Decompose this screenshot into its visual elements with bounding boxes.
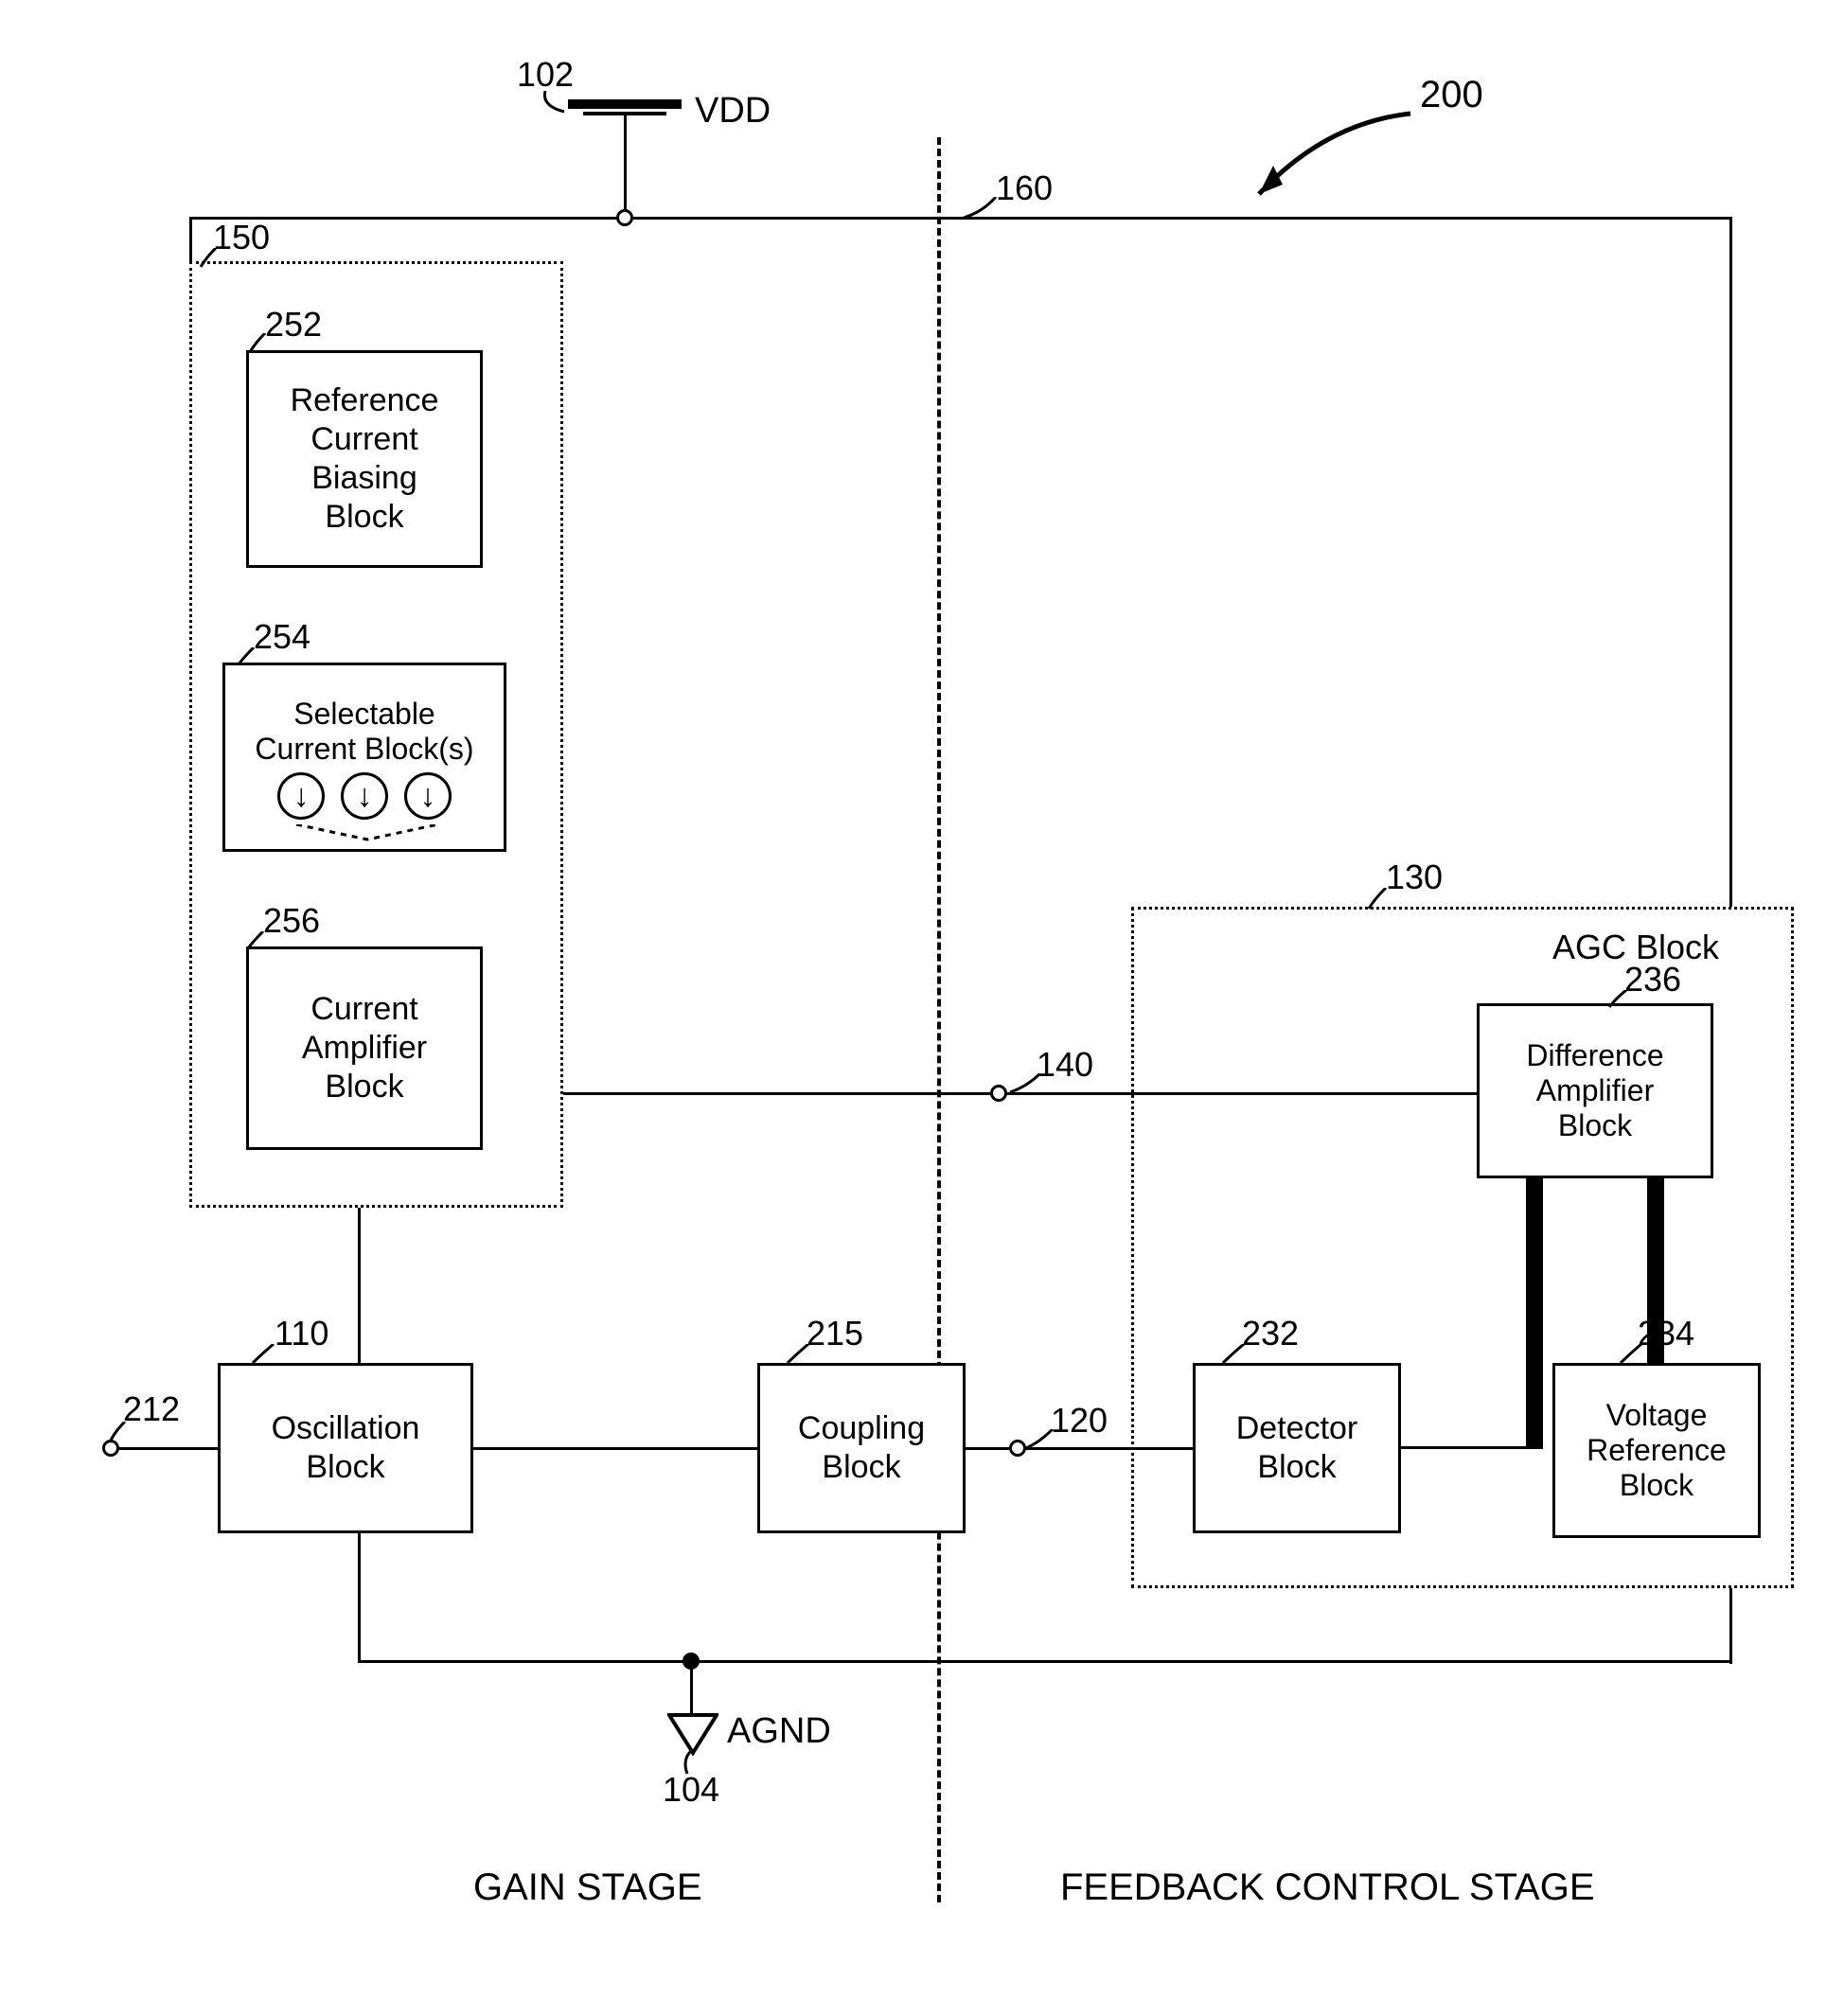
diffamp-to-detector xyxy=(1526,1178,1543,1449)
vdd-stem xyxy=(624,112,627,218)
rail-120-label: 120 xyxy=(1051,1401,1108,1441)
vdd-text-label: VDD xyxy=(695,91,771,132)
vref-block: Voltage Reference Block xyxy=(1552,1363,1761,1538)
vref-text: Voltage Reference Block xyxy=(1587,1398,1727,1502)
current-icons-row: ↓ ↓ ↓ xyxy=(274,772,455,820)
diff-amp-text: Difference Amplifier Block xyxy=(1526,1038,1663,1142)
ground-right-up xyxy=(1729,1588,1732,1664)
ground-rail xyxy=(358,1660,1732,1663)
agnd-text: AGND xyxy=(727,1711,831,1752)
detector-block: Detector Block xyxy=(1193,1363,1401,1533)
ref-bias-block: Reference Current Biasing Block xyxy=(246,350,483,568)
ref-bias-text: Reference Current Biasing Block xyxy=(291,381,439,536)
node-140 xyxy=(990,1085,1007,1102)
sel-curr-text: Selectable Current Block(s) xyxy=(255,697,473,767)
oscillation-text: Oscillation Block xyxy=(272,1409,420,1487)
oscillation-block: Oscillation Block xyxy=(218,1363,473,1533)
osc-left-stub xyxy=(117,1447,218,1450)
gain-stage-label: GAIN STAGE xyxy=(473,1866,702,1909)
current-source-icon: ↓ xyxy=(404,772,452,820)
coupling-block: Coupling Block xyxy=(757,1363,966,1533)
figure-ref-label: 200 xyxy=(1420,74,1483,116)
diffamp-to-detector-h xyxy=(1401,1446,1543,1449)
curr-amp-text: Current Amplifier Block xyxy=(302,990,427,1105)
current-source-icon: ↓ xyxy=(277,772,325,820)
feedback-stage-label: FEEDBACK CONTROL STAGE xyxy=(1060,1866,1595,1909)
vdd-num-label: 102 xyxy=(517,55,574,95)
curr-amp-block: Current Amplifier Block xyxy=(246,946,483,1150)
detector-text: Detector Block xyxy=(1236,1409,1358,1487)
agnd-stem xyxy=(690,1663,693,1715)
current-junction-icon xyxy=(277,824,457,843)
coupling-text: Coupling Block xyxy=(798,1409,925,1487)
rail-140-label: 140 xyxy=(1037,1045,1093,1085)
center-divider xyxy=(937,137,941,1902)
diagram-canvas: 102 VDD 200 160 150 Reference Current Bi… xyxy=(0,0,1844,2016)
diffamp-to-vref xyxy=(1647,1178,1664,1363)
gain-box-to-toprail xyxy=(189,217,192,264)
gainbox-to-osc xyxy=(358,1208,361,1363)
sel-curr-block: Selectable Current Block(s) ↓ ↓ ↓ xyxy=(222,663,506,852)
osc-to-ground xyxy=(358,1533,361,1663)
osc-to-coupling xyxy=(473,1447,757,1450)
diff-amp-block: Difference Amplifier Block xyxy=(1477,1003,1713,1178)
current-source-icon: ↓ xyxy=(341,772,388,820)
vdd-bar xyxy=(568,99,682,109)
top-rail-right-drop xyxy=(1729,217,1732,907)
agnd-num: 104 xyxy=(663,1770,719,1810)
node-top-vdd xyxy=(616,209,633,226)
